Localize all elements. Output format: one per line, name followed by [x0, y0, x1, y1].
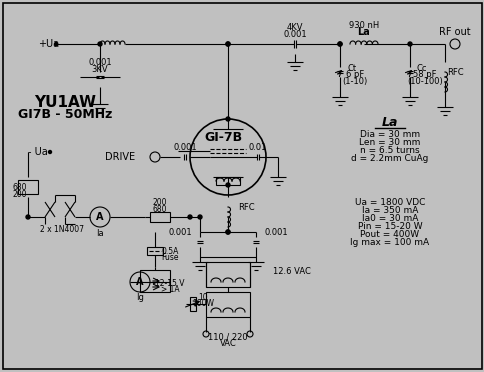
Text: 10: 10: [198, 292, 207, 301]
Text: 0.001: 0.001: [173, 142, 197, 151]
Text: n = 6.5 turns: n = 6.5 turns: [360, 145, 419, 154]
Text: (1-10): (1-10): [342, 77, 367, 86]
Bar: [190, 297, 196, 311]
Bar: [206, 262, 249, 287]
Text: Fuse: Fuse: [161, 253, 179, 262]
Text: 12.6 VAC: 12.6 VAC: [272, 267, 310, 276]
Text: 0.001: 0.001: [264, 228, 287, 237]
Circle shape: [48, 151, 51, 154]
Circle shape: [226, 42, 229, 46]
Text: RFC: RFC: [446, 67, 462, 77]
Text: +Ua: +Ua: [38, 39, 59, 49]
Circle shape: [188, 215, 192, 219]
Text: A: A: [96, 212, 104, 222]
Text: 58 pF: 58 pF: [412, 70, 436, 78]
Text: 680: 680: [13, 183, 27, 192]
Text: RF out: RF out: [439, 27, 470, 37]
Circle shape: [226, 230, 229, 234]
Text: A: A: [136, 277, 143, 287]
Bar: [147, 247, 163, 255]
Text: 200: 200: [13, 189, 27, 199]
Circle shape: [407, 42, 411, 46]
Bar: [150, 212, 170, 222]
Text: Len = 30 mm: Len = 30 mm: [359, 138, 420, 147]
Circle shape: [26, 215, 30, 219]
Text: Dia = 30 mm: Dia = 30 mm: [359, 129, 419, 138]
Text: Ia = 350 mA: Ia = 350 mA: [361, 205, 417, 215]
Text: 0.01: 0.01: [248, 142, 267, 151]
Text: Ia: Ia: [96, 228, 104, 237]
Text: 6 pF: 6 pF: [345, 70, 363, 78]
Circle shape: [98, 42, 102, 46]
Text: 4KV: 4KV: [286, 22, 302, 32]
Text: 2 x 1N4007: 2 x 1N4007: [40, 224, 84, 234]
Text: YU1AW: YU1AW: [34, 94, 96, 109]
Text: (10-100): (10-100): [406, 77, 442, 86]
Bar: [206, 292, 249, 317]
Text: Ia0 = 30 mA: Ia0 = 30 mA: [361, 214, 417, 222]
Text: 0.001: 0.001: [88, 58, 112, 67]
Circle shape: [226, 230, 229, 234]
Text: Pout = 400W: Pout = 400W: [360, 230, 419, 238]
Text: 0.5A: 0.5A: [161, 247, 178, 256]
Circle shape: [226, 117, 229, 121]
Text: Ct: Ct: [347, 64, 356, 73]
Text: d = 2.2mm CuAg: d = 2.2mm CuAg: [350, 154, 428, 163]
Text: 680: 680: [152, 205, 167, 214]
Circle shape: [337, 42, 341, 46]
Text: GI7B - 50MHz: GI7B - 50MHz: [18, 108, 112, 121]
Text: 0.001: 0.001: [283, 29, 306, 38]
Text: La: La: [357, 27, 370, 37]
Text: - Ua: - Ua: [28, 147, 47, 157]
Text: 110 / 220: 110 / 220: [208, 333, 247, 341]
Circle shape: [54, 42, 58, 45]
Text: 100W: 100W: [192, 299, 213, 308]
Bar: [140, 270, 170, 292]
Text: GI-7B: GI-7B: [203, 131, 242, 144]
Text: 0.001: 0.001: [168, 228, 191, 237]
Text: Ig: Ig: [136, 294, 144, 302]
Text: Pin = 15-20 W: Pin = 15-20 W: [357, 221, 422, 231]
Text: Ua = 1800 VDC: Ua = 1800 VDC: [354, 198, 424, 206]
Circle shape: [337, 42, 341, 46]
Text: Cc: Cc: [416, 64, 426, 73]
Circle shape: [197, 215, 201, 219]
Text: 12-15 V: 12-15 V: [155, 279, 184, 289]
Text: 3KV: 3KV: [91, 64, 108, 74]
Text: 200: 200: [152, 198, 167, 206]
Circle shape: [226, 42, 229, 46]
Text: Ig max = 100 mA: Ig max = 100 mA: [350, 237, 429, 247]
Bar: [215, 177, 240, 185]
Text: DRIVE: DRIVE: [105, 152, 135, 162]
Circle shape: [226, 183, 229, 187]
Text: VAC: VAC: [219, 340, 236, 349]
Text: RFC: RFC: [237, 202, 254, 212]
Text: 930 nH: 930 nH: [348, 20, 378, 29]
Text: La: La: [381, 115, 397, 128]
Bar: [18, 180, 38, 194]
Text: > 1A: > 1A: [160, 285, 179, 295]
